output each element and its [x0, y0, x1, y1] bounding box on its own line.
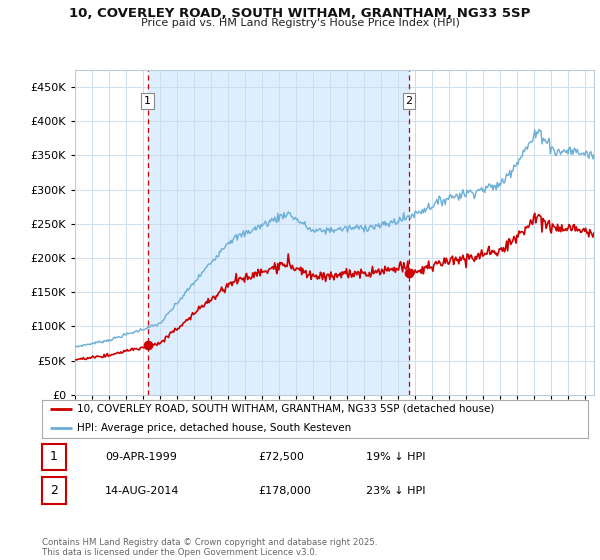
Text: 19% ↓ HPI: 19% ↓ HPI — [366, 452, 425, 462]
Text: Contains HM Land Registry data © Crown copyright and database right 2025.
This d: Contains HM Land Registry data © Crown c… — [42, 538, 377, 557]
Text: 2: 2 — [405, 96, 412, 106]
Text: 1: 1 — [144, 96, 151, 106]
Bar — [148, 70, 409, 395]
Text: 23% ↓ HPI: 23% ↓ HPI — [366, 486, 425, 496]
Text: £178,000: £178,000 — [258, 486, 311, 496]
Text: £72,500: £72,500 — [258, 452, 304, 462]
Text: Price paid vs. HM Land Registry's House Price Index (HPI): Price paid vs. HM Land Registry's House … — [140, 18, 460, 28]
Text: 09-APR-1999: 09-APR-1999 — [105, 452, 177, 462]
Text: 1: 1 — [50, 450, 58, 464]
Text: 10, COVERLEY ROAD, SOUTH WITHAM, GRANTHAM, NG33 5SP (detached house): 10, COVERLEY ROAD, SOUTH WITHAM, GRANTHA… — [77, 404, 495, 414]
Text: 14-AUG-2014: 14-AUG-2014 — [105, 486, 179, 496]
Text: 2: 2 — [50, 484, 58, 497]
Text: 10, COVERLEY ROAD, SOUTH WITHAM, GRANTHAM, NG33 5SP: 10, COVERLEY ROAD, SOUTH WITHAM, GRANTHA… — [70, 7, 530, 20]
Text: HPI: Average price, detached house, South Kesteven: HPI: Average price, detached house, Sout… — [77, 423, 352, 433]
